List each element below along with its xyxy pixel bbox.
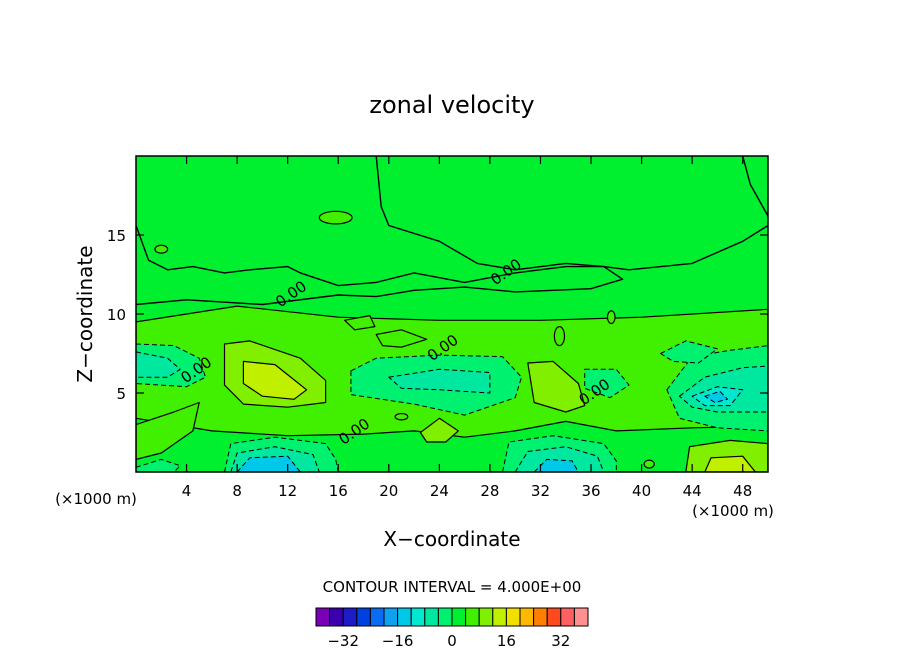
- x-tick-label: 36: [581, 482, 600, 500]
- y-tick-label: 15: [107, 227, 126, 245]
- plot-area: 0.000.000.000.000.000.00: [136, 156, 768, 472]
- contour-region: [533, 458, 579, 472]
- contour-island: [553, 326, 566, 347]
- contour-region: [136, 458, 181, 472]
- x-tick-label: 24: [430, 482, 449, 500]
- x-tick-label: 16: [329, 482, 348, 500]
- colorbar-swatch: [505, 607, 521, 627]
- colorbar-swatch: [573, 607, 589, 627]
- contour-island: [643, 459, 655, 469]
- colorbar-tick-label: −16: [382, 632, 414, 650]
- contour-region: [514, 446, 605, 472]
- contour-region: [344, 315, 376, 331]
- colorbar-swatch: [315, 607, 331, 627]
- y-axis-label: Z−coordinate: [73, 245, 97, 382]
- x-tick-label: 32: [531, 482, 550, 500]
- contour-region: [236, 455, 301, 472]
- contour-region: [527, 360, 586, 413]
- contour-line: [375, 156, 768, 271]
- x-unit-left: (×1000 m): [55, 490, 137, 508]
- x-tick-label: 4: [182, 482, 192, 500]
- contour-island: [154, 244, 169, 254]
- x-unit-right: (×1000 m): [692, 502, 774, 520]
- colorbar-swatch: [329, 607, 344, 627]
- x-axis-ticks: 4 8 12 16 20 24 28 32 36 40 44 48: [182, 156, 752, 500]
- contour-line: [136, 225, 624, 306]
- contour-region: [419, 417, 459, 443]
- x-tick-label: 8: [232, 482, 242, 500]
- y-tick-label: 10: [107, 306, 126, 324]
- x-tick-label: 48: [733, 482, 752, 500]
- colorbar-swatch: [519, 607, 535, 627]
- contour-interval-note: CONTOUR INTERVAL = 4.000E+00: [323, 578, 582, 596]
- colorbar-swatch: [369, 607, 385, 627]
- contour-region: [375, 329, 428, 348]
- colorbar-swatch: [342, 607, 358, 627]
- colorbar-swatch: [560, 607, 575, 627]
- x-axis-label: X−coordinate: [383, 527, 520, 551]
- colorbar-swatch: [410, 607, 426, 627]
- x-tick-label: 20: [379, 482, 398, 500]
- colorbar-swatch: [383, 607, 399, 627]
- colorbar-tick-label: 16: [497, 632, 516, 650]
- x-tick-label: 12: [278, 482, 297, 500]
- colorbar-swatch: [424, 607, 439, 627]
- contour-line: [742, 156, 768, 217]
- contour-region: [136, 401, 200, 460]
- y-axis-ticks: 5 10 15: [107, 227, 768, 403]
- colorbar-tick-label: 0: [447, 632, 457, 650]
- colorbar: −32 −16 0 16 32: [315, 607, 589, 650]
- chart-title: zonal velocity: [369, 91, 534, 119]
- contour-island: [394, 412, 409, 421]
- colorbar-swatch: [437, 607, 453, 627]
- contour-island: [606, 310, 616, 325]
- contour-region: [584, 368, 630, 399]
- colorbar-swatch: [478, 607, 494, 627]
- colorbar-swatch: [397, 607, 412, 627]
- colorbar-swatch: [356, 607, 371, 627]
- colorbar-swatch: [533, 607, 548, 627]
- contour-region: [136, 351, 181, 378]
- colorbar-swatch: [451, 607, 467, 627]
- colorbar-tick-label: 32: [551, 632, 570, 650]
- colorbar-swatch: [465, 607, 480, 627]
- y-tick-label: 5: [116, 385, 126, 403]
- x-tick-label: 28: [480, 482, 499, 500]
- colorbar-swatch: [546, 607, 562, 627]
- contour-region: [388, 368, 491, 394]
- x-tick-label: 44: [683, 482, 702, 500]
- contour-region: [704, 390, 729, 403]
- colorbar-swatch: [492, 607, 507, 627]
- contour-island: [318, 210, 353, 225]
- colorbar-tick-label: −32: [327, 632, 359, 650]
- contour-region: [660, 340, 718, 364]
- x-tick-label: 40: [632, 482, 651, 500]
- contour-region: [242, 360, 308, 400]
